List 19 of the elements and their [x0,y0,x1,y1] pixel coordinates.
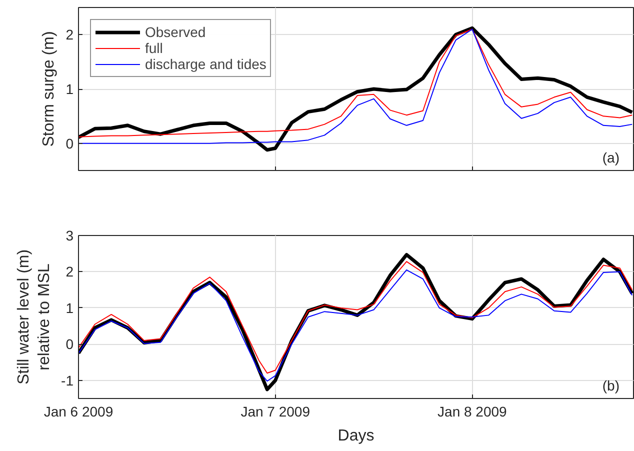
x-tick-label: Jan 6 2009 [44,404,114,420]
y-tick-label: 2 [66,26,74,43]
legend-label: discharge and tides [145,56,266,72]
x-tick-label: Jan 7 2009 [240,404,310,420]
annotation: (b) [602,378,620,394]
x-tick-label: Jan 8 2009 [438,404,508,420]
annotation: (a) [602,150,620,166]
y-axis-title: Storm surge (m) [40,31,58,147]
y-tick-label: 1 [66,81,74,97]
y-axis-title: Still water level (m) relative to MSL [16,249,54,385]
y-tick-label: -1 [61,372,74,388]
y-tick-label: 0 [66,336,74,352]
y-tick-label: 3 [66,228,74,244]
legend-label: full [145,40,164,56]
x-axis-title: Days [338,428,374,444]
y-tick-label: 1 [66,300,74,316]
y-tick-label: 2 [66,264,74,280]
y-tick-label: 0 [66,135,74,152]
legend-label: Observed [145,24,206,40]
